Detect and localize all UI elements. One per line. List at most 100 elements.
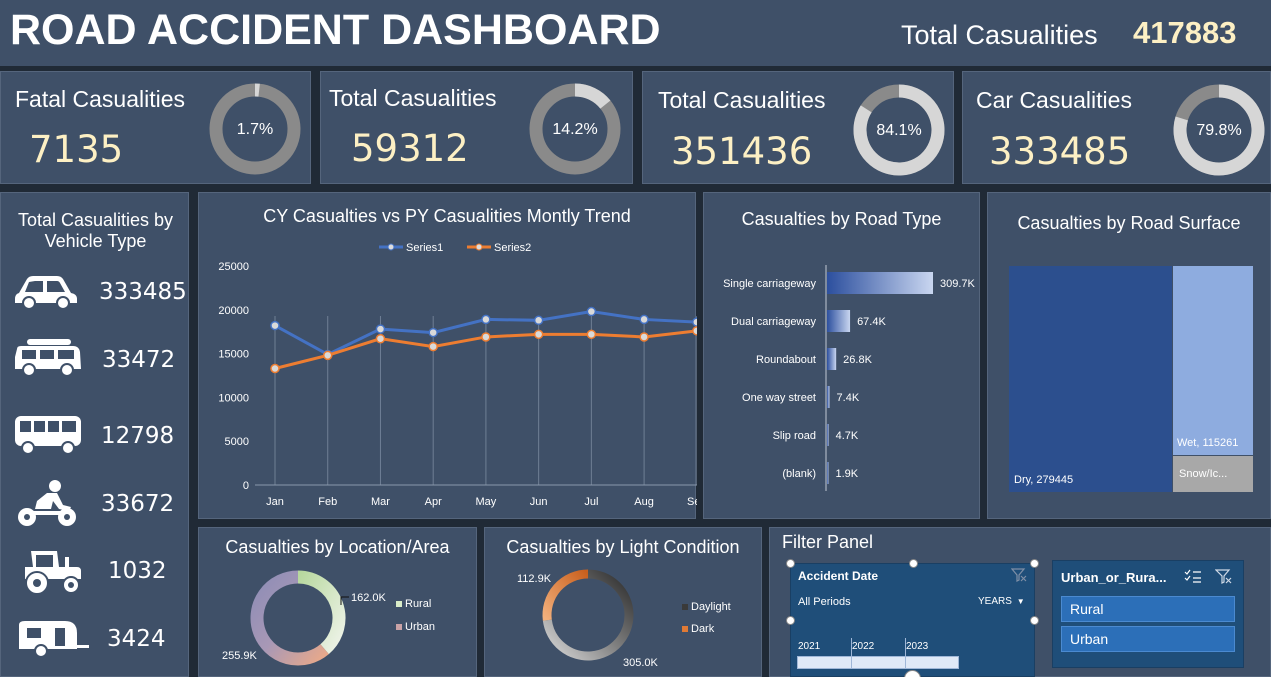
resize-handle[interactable] <box>786 616 795 625</box>
series-line <box>274 310 697 357</box>
kpi-value: 351436 <box>671 130 813 173</box>
filter-panel-title: Filter Panel <box>782 532 874 552</box>
bus-icon <box>15 416 81 455</box>
legend-swatch <box>396 624 402 630</box>
x-tick-label: May <box>476 496 497 508</box>
data-point <box>428 327 438 338</box>
treemap-snow-label: Snow/Ic... <box>1179 468 1228 480</box>
bar-value-label: 67.4K <box>857 316 886 328</box>
data-point <box>639 332 649 342</box>
leader-line <box>340 596 349 605</box>
donut-slice <box>542 569 634 661</box>
vehicle-panel-title: Total Casualities by Vehicle Type <box>1 210 190 252</box>
x-tick-label: Mar <box>371 496 390 508</box>
vehicle-title-line1: Total Casualities by <box>17 210 174 230</box>
year-2021[interactable]: 2021 <box>798 641 821 652</box>
slicer-option-rural[interactable]: Rural <box>1061 596 1235 622</box>
vehicle-row-van: 33472 <box>1 331 190 391</box>
slicer-option-urban[interactable]: Urban <box>1061 626 1235 652</box>
chart-title: Casualties by Location/Area <box>225 537 450 557</box>
legend-label: Urban <box>405 621 435 633</box>
year-2022[interactable]: 2022 <box>852 641 875 652</box>
multi-select-icon[interactable] <box>1184 569 1202 583</box>
kpi-donut: 1.7% <box>209 83 301 175</box>
legend-marker <box>475 243 483 251</box>
legend-marker <box>387 243 395 251</box>
category-label: Slip road <box>773 430 816 442</box>
bar-value-label: 7.4K <box>837 392 860 404</box>
vehicle-row-caravan: 3424 <box>1 609 190 669</box>
clear-filter-icon[interactable] <box>1011 568 1027 582</box>
all-periods-label: All Periods <box>798 596 851 608</box>
data-point <box>481 314 491 325</box>
kpi-value: 333485 <box>989 130 1131 173</box>
chart-title: Casualties by Road Type <box>741 209 942 229</box>
legend-label: Dark <box>691 623 715 635</box>
category-label: One way street <box>742 392 816 404</box>
kpi-card-serious: Total Casualities 59312 14.2% <box>320 71 633 184</box>
trend-chart: 0 5000 10000 15000 20000 25000 Jan Feb Mar Apr May… <box>218 242 697 508</box>
legend-label: Series1 <box>406 242 443 254</box>
category-label: (blank) <box>782 468 816 480</box>
year-2023[interactable]: 2023 <box>906 641 929 652</box>
kpi-label: Total Casualities <box>658 87 826 113</box>
bar-value-label: 26.8K <box>843 354 872 366</box>
legend-label: Rural <box>405 598 431 610</box>
light-condition-panel: Casualties by Light Condition 305.0K 112.… <box>484 527 762 677</box>
rotate-handle[interactable] <box>904 670 921 677</box>
car-icon <box>15 276 77 309</box>
x-tick-label: Aug <box>634 496 654 508</box>
resize-handle[interactable] <box>1030 559 1039 568</box>
vehicle-row-tractor: 1032 <box>1 541 190 601</box>
resize-handle[interactable] <box>909 559 918 568</box>
kpi-percent: 1.7% <box>237 121 273 138</box>
data-point <box>639 314 649 325</box>
years-dropdown[interactable]: YEARS ▼ <box>978 596 1025 607</box>
timeline-bar[interactable] <box>797 656 959 669</box>
data-point <box>481 332 491 342</box>
total-casualties-label: Total Casualities <box>901 20 1098 50</box>
date-slicer[interactable]: Accident Date All Periods YEARS ▼ 2021 2… <box>786 559 1039 677</box>
legend-swatch <box>682 626 688 632</box>
location-chart: 162.0K 255.9K Rural Urban <box>222 570 435 666</box>
date-slicer-title: Accident Date <box>798 569 879 583</box>
legend-swatch <box>396 601 402 607</box>
vehicle-value: 3424 <box>107 626 166 652</box>
resize-handle[interactable] <box>786 559 795 568</box>
data-point <box>375 324 386 334</box>
road-type-panel: Casualties by Road Type Single carriagew… <box>703 192 980 519</box>
y-tick-label: 0 <box>243 480 249 492</box>
vehicle-row-motorcycle: 33672 <box>1 473 190 533</box>
road-type-chart: Single carriageway 309.7K Dual carriageway… <box>723 265 976 491</box>
x-tick-label: Jul <box>584 496 598 508</box>
donut-slice <box>297 570 346 655</box>
x-tick-label: Apr <box>425 496 442 508</box>
kpi-donut-arc <box>1173 84 1265 176</box>
chart-title: CY Casualties vs PY Casualities Montly T… <box>263 206 631 226</box>
timeline-divider <box>851 638 852 669</box>
dashboard-title: ROAD ACCIDENT DASHBOARD <box>10 6 661 54</box>
bar <box>827 348 837 370</box>
location-panel: Casualties by Location/Area 162.0K 255.9K… <box>198 527 477 677</box>
bar-value-label: 1.9K <box>836 468 859 480</box>
chart-title: Casualties by Road Surface <box>1017 213 1241 233</box>
donut-slice <box>542 569 589 621</box>
slice-label: 112.9K <box>517 573 552 585</box>
resize-handle[interactable] <box>1030 616 1039 625</box>
data-point <box>322 350 333 361</box>
bar <box>827 462 829 484</box>
category-label: Roundabout <box>756 354 816 366</box>
vehicle-type-panel: Total Casualities by Vehicle Type 333485… <box>0 192 189 677</box>
vehicle-value: 33472 <box>102 347 176 373</box>
bar <box>827 424 829 446</box>
clear-filter-icon[interactable] <box>1215 569 1233 584</box>
bar <box>827 272 933 294</box>
kpi-value: 7135 <box>29 128 124 171</box>
slice-label: 162.0K <box>351 592 387 604</box>
slice-label: 255.9K <box>222 650 258 662</box>
kpi-card-fatal: Fatal Casualities 7135 1.7% <box>0 71 311 184</box>
y-tick-label: 5000 <box>225 436 249 448</box>
x-tick-label: Feb <box>318 496 337 508</box>
donut-slice <box>250 570 329 666</box>
vehicle-row-car: 333485 <box>1 263 190 323</box>
